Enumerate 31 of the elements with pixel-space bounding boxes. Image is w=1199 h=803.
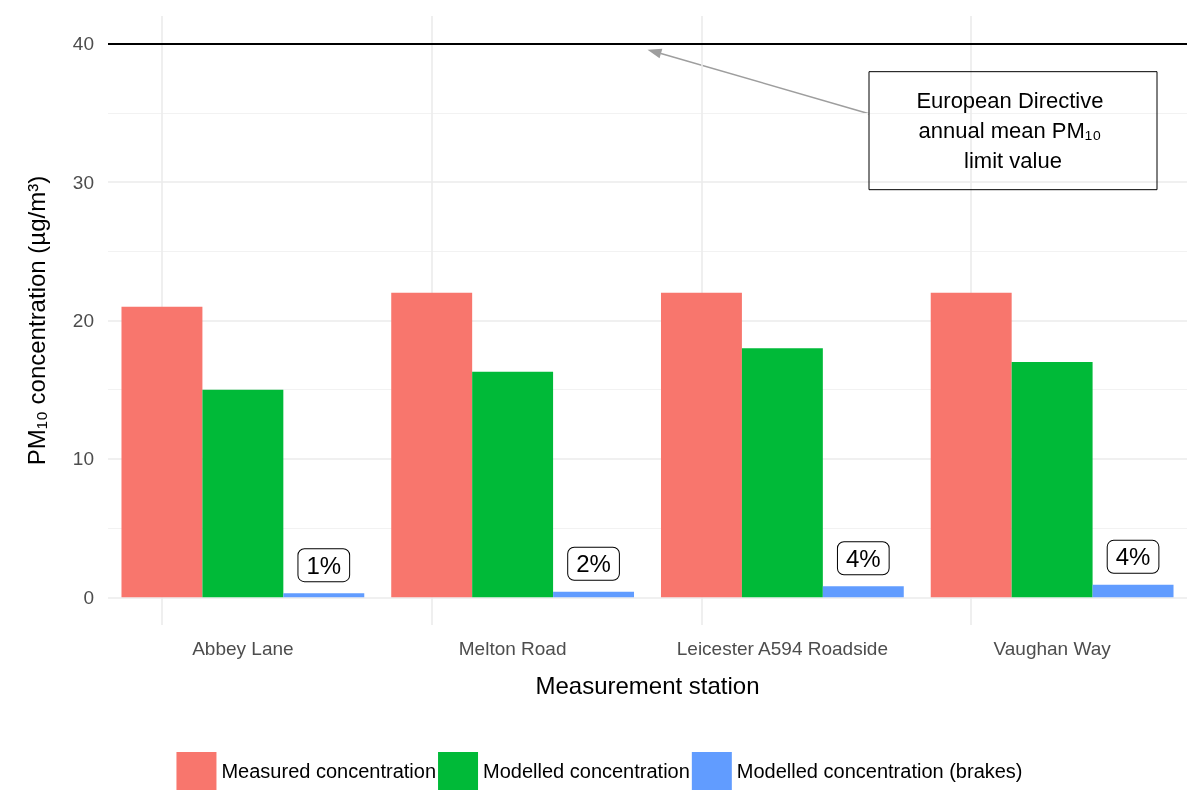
bar [553, 591, 635, 598]
y-tick-label: 0 [83, 586, 94, 608]
y-axis-title: PM₁₀ concentration (µg/m³) [22, 175, 50, 466]
bar [822, 586, 904, 598]
bar [660, 292, 742, 598]
x-tick-label: Leicester A594 Roadside [676, 638, 889, 659]
annotation: 2% [576, 550, 611, 578]
bar [391, 292, 473, 598]
x-axis-title: Measurement station [535, 671, 760, 699]
y-tick-label: 10 [72, 448, 94, 470]
bar [121, 306, 203, 598]
bar [202, 389, 284, 598]
bar [283, 593, 365, 598]
bar [741, 348, 823, 598]
legend-label: Modelled concentration [483, 760, 690, 782]
y-tick-label: 20 [72, 310, 94, 331]
bar [1011, 362, 1093, 598]
annotation: 4% [1115, 543, 1151, 571]
legend-label: Measured concentration [221, 760, 437, 782]
ref-line-label: European Directive annual mean PM₁₀ limit value [916, 88, 1110, 174]
x-tick-label: Vaughan Way [993, 638, 1112, 659]
x-tick-label: Abbey Lane [192, 638, 294, 659]
legend-label: Modelled concentration (brakes) [736, 760, 1023, 782]
bar [930, 292, 1012, 598]
annotation: 1% [306, 551, 342, 579]
annotation: 4% [845, 544, 881, 572]
bar [472, 371, 554, 598]
bar [1092, 584, 1174, 598]
y-tick-label: 40 [72, 33, 94, 55]
x-tick-label: Melton Road [458, 638, 567, 659]
y-tick-label: 30 [72, 171, 94, 193]
